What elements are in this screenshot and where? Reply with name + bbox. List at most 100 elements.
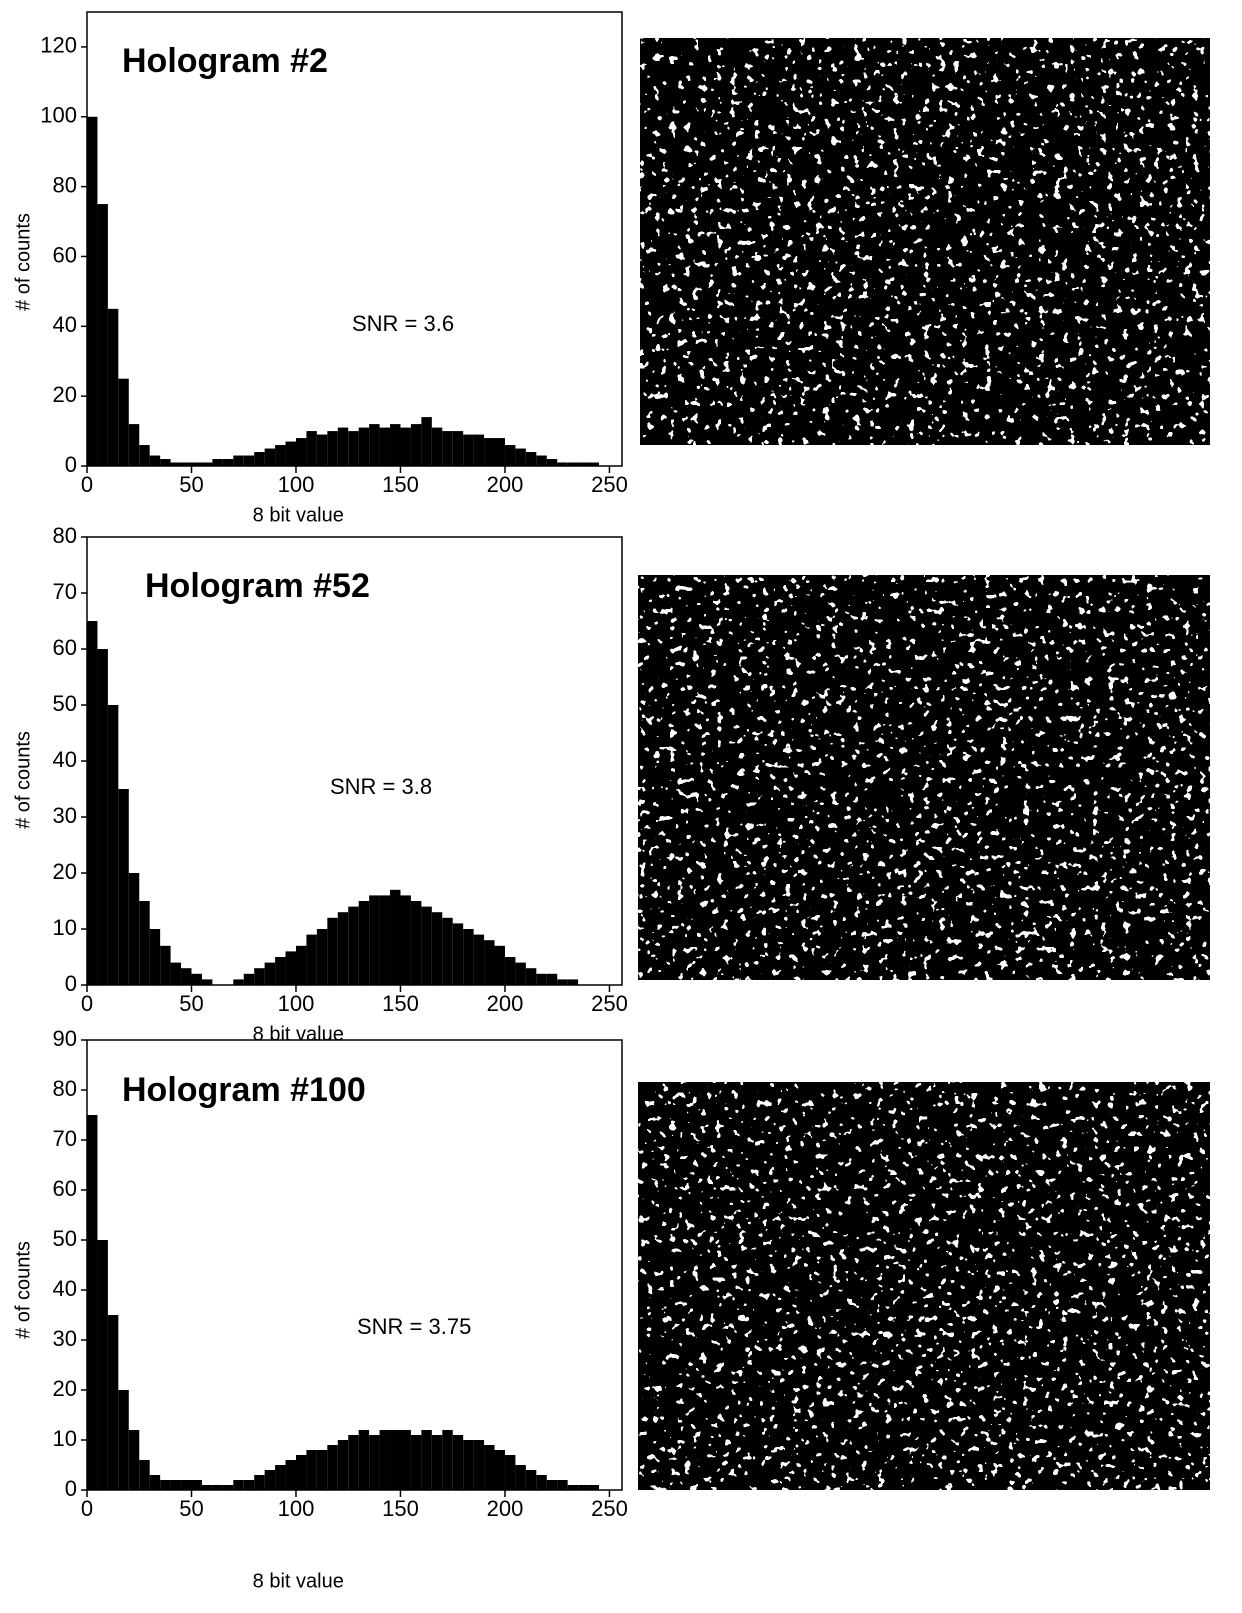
histogram-bar xyxy=(327,917,338,985)
histogram-bar xyxy=(87,621,98,985)
y-tick-label: 90 xyxy=(53,1026,77,1051)
histogram-bar xyxy=(160,1480,171,1490)
histogram-bar xyxy=(254,1475,265,1490)
histogram-bar xyxy=(358,427,370,466)
histogram-bar xyxy=(87,1115,98,1490)
x-tick-label: 150 xyxy=(382,1496,419,1521)
histogram-bar xyxy=(316,929,328,985)
histogram-bar xyxy=(97,1240,108,1490)
x-tick-label: 200 xyxy=(487,472,524,497)
histogram-bar xyxy=(442,917,453,985)
x-tick-label: 150 xyxy=(382,991,419,1016)
histogram-bar xyxy=(431,427,443,466)
histogram-bar xyxy=(525,968,537,985)
histogram-bar xyxy=(118,378,129,466)
histogram-bar xyxy=(484,1445,495,1490)
histogram-bar xyxy=(254,452,265,466)
histogram-bar xyxy=(421,906,432,985)
y-tick-label: 120 xyxy=(40,33,77,58)
x-tick-label: 250 xyxy=(591,472,628,497)
histogram-bar xyxy=(128,424,140,466)
histogram-bar xyxy=(379,1430,391,1490)
histogram-bar xyxy=(494,438,505,466)
x-axis-label: 8 bit value xyxy=(253,504,344,526)
y-tick-label: 30 xyxy=(53,1326,77,1351)
histogram-bar xyxy=(400,895,411,985)
histogram-bar xyxy=(442,431,453,466)
y-tick-label: 20 xyxy=(53,1376,77,1401)
histogram-bar xyxy=(170,962,182,985)
histogram-bar xyxy=(463,434,474,466)
histogram-bar xyxy=(87,116,98,467)
histogram-bar xyxy=(588,1485,600,1490)
histogram-bar xyxy=(473,434,485,466)
histogram-bar xyxy=(243,455,255,466)
histogram-bar xyxy=(233,1480,244,1490)
histogram-bar xyxy=(222,459,234,466)
x-tick-label: 0 xyxy=(81,991,93,1016)
histogram-bar xyxy=(285,951,296,985)
chart-title: Hologram #52 xyxy=(145,567,370,605)
y-tick-label: 100 xyxy=(40,103,77,128)
y-axis-label: # of counts xyxy=(12,213,34,311)
histogram-bar xyxy=(421,1430,432,1490)
histogram-bar xyxy=(348,1435,359,1490)
annotation: SNR = 3.6 xyxy=(352,311,454,336)
histogram-bar xyxy=(107,308,119,466)
histogram-bar xyxy=(285,441,296,466)
y-tick-label: 60 xyxy=(53,635,77,660)
y-tick-label: 0 xyxy=(65,452,77,477)
histogram-bar xyxy=(536,455,547,466)
histogram-bar xyxy=(546,459,558,466)
histogram-bar xyxy=(264,962,276,985)
histogram-bar xyxy=(243,973,255,985)
y-tick-label: 0 xyxy=(65,971,77,996)
histogram-bar xyxy=(191,973,202,985)
histogram-bar xyxy=(463,1440,474,1490)
histogram-bar xyxy=(536,1475,547,1490)
histogram-bar xyxy=(316,1450,328,1490)
x-tick-label: 250 xyxy=(591,1496,628,1521)
x-tick-label: 100 xyxy=(278,1496,315,1521)
histogram-bar xyxy=(452,1435,464,1490)
histogram-bar xyxy=(212,1485,223,1490)
histogram-bar xyxy=(327,431,338,466)
histogram-bar xyxy=(306,1450,317,1490)
annotation: SNR = 3.8 xyxy=(330,774,432,799)
histogram-bar xyxy=(567,1485,579,1490)
histogram-bar xyxy=(306,431,317,466)
y-tick-label: 60 xyxy=(53,1176,77,1201)
histogram-bar xyxy=(118,1390,129,1490)
histogram-bar xyxy=(536,973,547,985)
x-tick-label: 100 xyxy=(278,472,315,497)
y-tick-label: 70 xyxy=(53,579,77,604)
x-axis-label: 8 bit value xyxy=(253,1570,344,1592)
histogram-bar xyxy=(515,1465,526,1490)
histogram-bar xyxy=(170,462,182,466)
y-tick-label: 40 xyxy=(53,747,77,772)
histogram-bar xyxy=(578,462,589,466)
chart-title: Hologram #2 xyxy=(122,42,328,80)
y-tick-label: 40 xyxy=(53,1276,77,1301)
histogram-bar xyxy=(369,424,380,466)
histogram-bar xyxy=(494,1450,505,1490)
x-tick-label: 0 xyxy=(81,1496,93,1521)
y-tick-label: 40 xyxy=(53,312,77,337)
histogram-bar xyxy=(567,462,579,466)
y-tick-label: 20 xyxy=(53,382,77,407)
histogram-bar xyxy=(233,979,244,985)
histogram-bar xyxy=(201,979,213,985)
histogram-bar xyxy=(97,204,108,467)
histogram-bar xyxy=(348,906,359,985)
histogram-bar xyxy=(504,1455,516,1490)
histogram-bar xyxy=(337,1440,349,1490)
histogram-bar xyxy=(379,427,391,466)
histogram-bar xyxy=(421,417,432,466)
x-tick-label: 200 xyxy=(487,1496,524,1521)
histogram-bar xyxy=(379,895,391,985)
histogram-bar xyxy=(295,945,307,985)
histogram-bar xyxy=(149,455,161,466)
histogram-bar xyxy=(264,1470,276,1490)
annotation: SNR = 3.75 xyxy=(357,1314,471,1339)
histogram-bar xyxy=(546,1480,558,1490)
